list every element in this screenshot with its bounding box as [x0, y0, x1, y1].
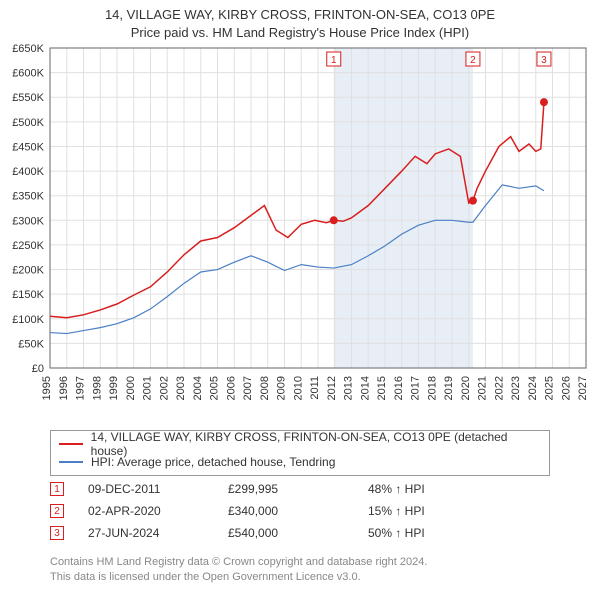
event-date: 02-APR-2020 — [88, 504, 228, 518]
svg-text:£50K: £50K — [18, 338, 44, 350]
svg-text:£400K: £400K — [12, 166, 44, 178]
svg-text:1997: 1997 — [75, 376, 87, 400]
svg-text:3: 3 — [541, 55, 547, 66]
event-row: 1 09-DEC-2011£299,99548% ↑ HPI — [50, 478, 550, 500]
svg-text:£650K: £650K — [12, 43, 44, 55]
chart-container: 14, VILLAGE WAY, KIRBY CROSS, FRINTON-ON… — [0, 0, 600, 590]
svg-text:2025: 2025 — [544, 376, 556, 400]
svg-text:2019: 2019 — [443, 376, 455, 400]
footer-line-2: This data is licensed under the Open Gov… — [50, 570, 427, 584]
legend-label: HPI: Average price, detached house, Tend… — [91, 455, 335, 469]
svg-text:£450K: £450K — [12, 141, 44, 153]
svg-text:£0: £0 — [32, 363, 44, 375]
svg-text:2024: 2024 — [527, 376, 539, 400]
svg-text:£300K: £300K — [12, 215, 44, 227]
event-marker: 2 — [50, 504, 64, 518]
svg-text:2: 2 — [470, 55, 476, 66]
event-list: 1 09-DEC-2011£299,99548% ↑ HPI 2 02-APR-202… — [50, 478, 550, 544]
svg-text:2003: 2003 — [175, 376, 187, 400]
svg-text:2018: 2018 — [426, 376, 438, 400]
chart-title: 14, VILLAGE WAY, KIRBY CROSS, FRINTON-ON… — [0, 0, 600, 41]
svg-text:1995: 1995 — [41, 376, 53, 400]
svg-text:2022: 2022 — [493, 376, 505, 400]
event-delta: 48% ↑ HPI — [368, 482, 508, 496]
svg-text:2007: 2007 — [242, 376, 254, 400]
svg-text:2012: 2012 — [326, 376, 338, 400]
footer-attribution: Contains HM Land Registry data © Crown c… — [50, 555, 427, 584]
event-date: 09-DEC-2011 — [88, 482, 228, 496]
event-delta: 50% ↑ HPI — [368, 526, 508, 540]
svg-text:2009: 2009 — [276, 376, 288, 400]
svg-text:1: 1 — [331, 55, 337, 66]
svg-text:£150K: £150K — [12, 289, 44, 301]
event-marker: 1 — [50, 482, 64, 496]
svg-text:2016: 2016 — [393, 376, 405, 400]
svg-text:2004: 2004 — [192, 376, 204, 400]
legend-swatch — [59, 443, 83, 445]
event-price: £340,000 — [228, 504, 368, 518]
svg-text:1999: 1999 — [108, 376, 120, 400]
svg-text:£500K: £500K — [12, 117, 44, 129]
svg-text:2013: 2013 — [343, 376, 355, 400]
footer-line-1: Contains HM Land Registry data © Crown c… — [50, 555, 427, 569]
legend-label: 14, VILLAGE WAY, KIRBY CROSS, FRINTON-ON… — [91, 430, 541, 458]
event-date: 27-JUN-2024 — [88, 526, 228, 540]
title-line-2: Price paid vs. HM Land Registry's House … — [0, 24, 600, 42]
svg-text:1996: 1996 — [58, 376, 70, 400]
svg-text:2020: 2020 — [460, 376, 472, 400]
svg-text:2002: 2002 — [158, 376, 170, 400]
svg-text:£250K: £250K — [12, 240, 44, 252]
svg-text:2005: 2005 — [209, 376, 221, 400]
event-price: £540,000 — [228, 526, 368, 540]
svg-text:2017: 2017 — [410, 376, 422, 400]
svg-text:1998: 1998 — [91, 376, 103, 400]
event-row: 3 27-JUN-2024£540,00050% ↑ HPI — [50, 522, 550, 544]
svg-text:£600K: £600K — [12, 68, 44, 80]
svg-text:2001: 2001 — [142, 376, 154, 400]
event-marker: 3 — [50, 526, 64, 540]
legend-swatch — [59, 461, 83, 463]
svg-text:2021: 2021 — [477, 376, 489, 400]
svg-text:2023: 2023 — [510, 376, 522, 400]
svg-text:£200K: £200K — [12, 265, 44, 277]
svg-text:£550K: £550K — [12, 92, 44, 104]
svg-text:£100K: £100K — [12, 314, 44, 326]
svg-text:2010: 2010 — [292, 376, 304, 400]
svg-text:£350K: £350K — [12, 191, 44, 203]
svg-text:2026: 2026 — [560, 376, 572, 400]
svg-text:2008: 2008 — [259, 376, 271, 400]
svg-text:2011: 2011 — [309, 376, 321, 400]
title-line-1: 14, VILLAGE WAY, KIRBY CROSS, FRINTON-ON… — [0, 6, 600, 24]
chart-plot: £0 £50K £100K £150K £200K £250K £300K £350K £400… — [0, 40, 600, 420]
svg-text:2014: 2014 — [359, 376, 371, 400]
chart-svg: £0 £50K £100K £150K £200K £250K £300K £350K £400… — [0, 40, 600, 420]
svg-text:2027: 2027 — [577, 376, 589, 400]
event-price: £299,995 — [228, 482, 368, 496]
svg-text:2015: 2015 — [376, 376, 388, 400]
event-row: 2 02-APR-2020£340,00015% ↑ HPI — [50, 500, 550, 522]
svg-text:2000: 2000 — [125, 376, 137, 400]
svg-text:2006: 2006 — [225, 376, 237, 400]
legend: 14, VILLAGE WAY, KIRBY CROSS, FRINTON-ON… — [50, 430, 550, 476]
event-delta: 15% ↑ HPI — [368, 504, 508, 518]
legend-item: 14, VILLAGE WAY, KIRBY CROSS, FRINTON-ON… — [59, 435, 541, 453]
